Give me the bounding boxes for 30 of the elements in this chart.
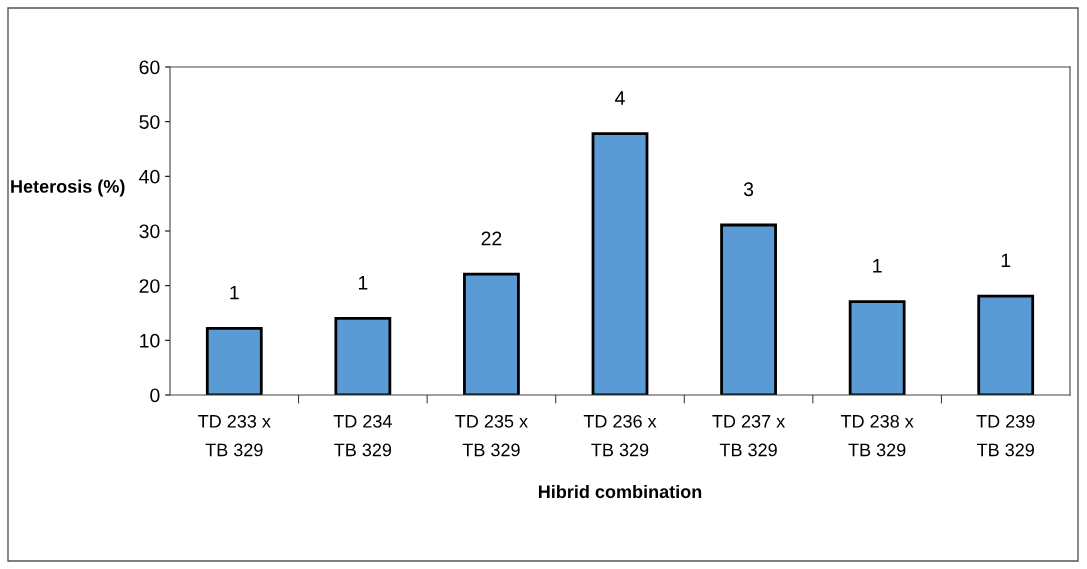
- y-axis-title: Heterosis (%): [11, 179, 125, 197]
- annotation: 4: [615, 91, 625, 105]
- annotation: 3: [743, 182, 754, 197]
- annotation: 22: [481, 231, 502, 246]
- y-tick-label: 40: [139, 169, 160, 184]
- y-tick-label: 20: [139, 279, 160, 293]
- bar: [977, 294, 1035, 395]
- x-tick-label: TD 236 x TB 329: [583, 414, 657, 457]
- bar: [334, 317, 392, 395]
- bar: [205, 326, 263, 395]
- y-tick-label: 30: [139, 224, 160, 239]
- x-tick-label: TD 239 TB 329: [976, 414, 1035, 457]
- annotation: 1: [1001, 253, 1011, 268]
- bar: [848, 300, 906, 395]
- annotation: 1: [358, 276, 368, 290]
- x-tick-label: TD 238 x TB 329: [840, 414, 914, 457]
- bar: [720, 223, 777, 395]
- annotation: 1: [873, 259, 882, 273]
- y-tick-label: 10: [140, 333, 160, 348]
- x-tick-label: TD 235 x TB 329: [455, 414, 528, 457]
- y-tick-label: 50: [139, 115, 160, 129]
- x-tick-label: TD 233 x TB 329: [198, 414, 271, 457]
- x-tick-label: TD 234 TB 329: [333, 414, 392, 457]
- x-tick-label: TD 237 x TB 329: [712, 414, 786, 457]
- x-axis-title: Hibrid combination: [538, 484, 702, 499]
- bar: [591, 132, 649, 395]
- bar: [463, 272, 520, 395]
- y-tick-label: 60: [139, 60, 160, 75]
- y-tick-label: 0: [150, 388, 160, 403]
- annotation: 1: [230, 285, 239, 300]
